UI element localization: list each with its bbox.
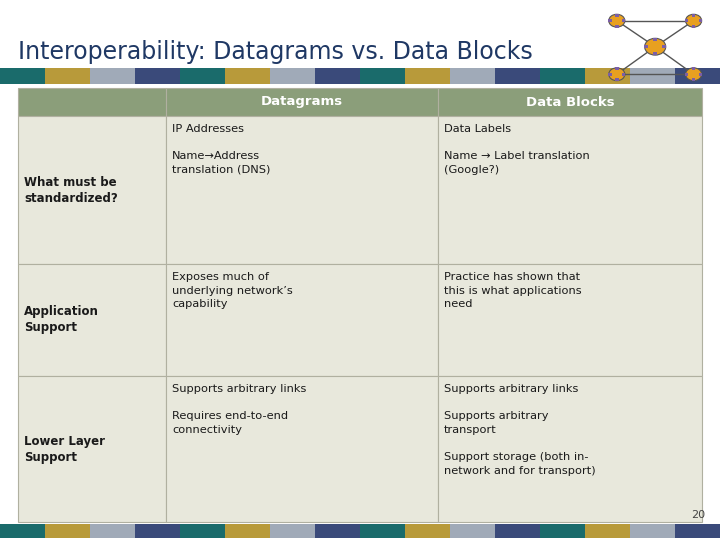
Circle shape — [608, 68, 625, 80]
Text: Application
Support: Application Support — [24, 306, 99, 334]
Bar — [692, 14, 696, 17]
Bar — [608, 19, 612, 22]
Bar — [685, 19, 688, 22]
Bar — [405, 524, 450, 538]
Bar — [698, 73, 702, 76]
Bar — [692, 78, 696, 81]
Text: Interoperability: Datagrams vs. Data Blocks: Interoperability: Datagrams vs. Data Blo… — [18, 40, 533, 64]
Bar — [615, 14, 618, 17]
Bar — [698, 19, 702, 22]
Bar — [662, 45, 666, 48]
Bar — [495, 524, 540, 538]
Bar — [225, 524, 270, 538]
Bar — [585, 524, 630, 538]
Text: Datagrams: Datagrams — [261, 96, 343, 109]
Text: IP Addresses

Name→Address
translation (DNS): IP Addresses Name→Address translation (D… — [172, 124, 271, 175]
Bar — [438, 376, 702, 522]
Bar — [0, 524, 45, 538]
Bar — [540, 68, 585, 84]
Text: What must be
standardized?: What must be standardized? — [24, 176, 118, 205]
Bar — [315, 524, 360, 538]
Bar — [495, 68, 540, 84]
Bar — [685, 73, 688, 76]
Bar — [675, 68, 720, 84]
Bar — [90, 524, 135, 538]
Text: Practice has shown that
this is what applications
need: Practice has shown that this is what app… — [444, 272, 582, 309]
Bar — [438, 88, 702, 116]
Bar — [225, 68, 270, 84]
Bar — [450, 68, 495, 84]
Text: 20: 20 — [691, 510, 705, 520]
Bar — [540, 524, 585, 538]
Bar — [644, 45, 648, 48]
Circle shape — [685, 68, 702, 80]
Text: Supports arbitrary links

Supports arbitrary
transport

Support storage (both in: Supports arbitrary links Supports arbitr… — [444, 384, 595, 476]
Bar — [654, 52, 657, 55]
Bar — [166, 88, 438, 116]
Bar — [18, 116, 166, 264]
Bar — [135, 68, 180, 84]
Bar — [270, 68, 315, 84]
Bar — [0, 68, 45, 84]
Bar — [180, 524, 225, 538]
Bar — [18, 88, 166, 116]
Bar — [615, 78, 618, 81]
Bar — [675, 524, 720, 538]
Bar — [360, 68, 405, 84]
Bar — [615, 25, 618, 28]
Bar — [630, 68, 675, 84]
Bar — [450, 524, 495, 538]
Circle shape — [685, 14, 702, 27]
Bar — [270, 524, 315, 538]
Bar — [654, 38, 657, 41]
Bar — [615, 68, 618, 70]
Bar — [135, 524, 180, 538]
Bar — [438, 116, 702, 264]
Bar — [18, 264, 166, 376]
Bar — [438, 264, 702, 376]
Bar — [45, 524, 90, 538]
Bar — [45, 68, 90, 84]
Bar — [166, 264, 438, 376]
Bar — [180, 68, 225, 84]
Bar — [622, 73, 626, 76]
Circle shape — [644, 38, 666, 55]
Bar — [360, 524, 405, 538]
Bar — [315, 68, 360, 84]
Text: Lower Layer
Support: Lower Layer Support — [24, 435, 105, 463]
Bar — [166, 376, 438, 522]
Bar — [692, 68, 696, 70]
Bar — [692, 25, 696, 28]
Bar — [585, 68, 630, 84]
Bar — [405, 68, 450, 84]
Text: Data Labels

Name → Label translation
(Google?): Data Labels Name → Label translation (Go… — [444, 124, 590, 175]
Bar — [18, 376, 166, 522]
Text: Exposes much of
underlying network’s
capability: Exposes much of underlying network’s cap… — [172, 272, 293, 309]
Bar — [166, 116, 438, 264]
Text: Supports arbitrary links

Requires end-to-end
connectivity: Supports arbitrary links Requires end-to… — [172, 384, 307, 435]
Circle shape — [608, 14, 625, 27]
Bar — [622, 19, 626, 22]
Bar — [630, 524, 675, 538]
Text: Data Blocks: Data Blocks — [526, 96, 614, 109]
Bar — [608, 73, 612, 76]
Bar — [90, 68, 135, 84]
